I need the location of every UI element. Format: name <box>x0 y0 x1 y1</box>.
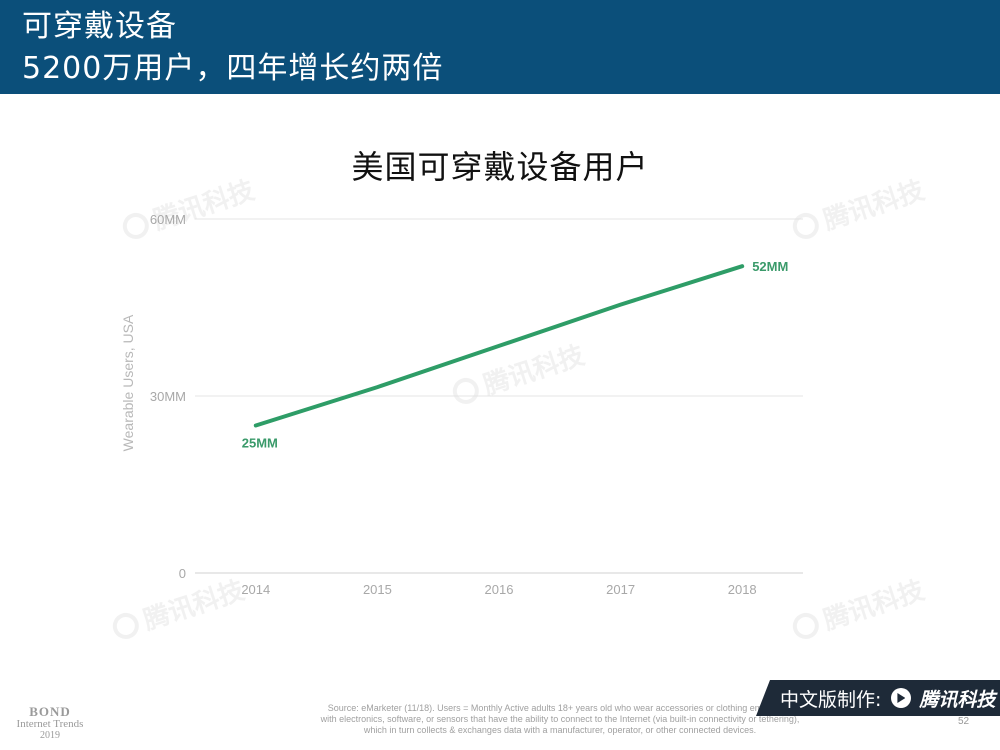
x-tick-label: 2014 <box>241 582 270 597</box>
badge-prefix: 中文版制作: <box>780 688 882 711</box>
badge-brand: 腾讯科技 <box>919 688 996 711</box>
source-note: Source: eMarketer (11/18). Users = Month… <box>320 703 800 735</box>
series-line <box>253 264 745 428</box>
x-tick-label: 2017 <box>606 582 635 597</box>
y-tick-label: 60MM <box>150 212 186 227</box>
data-labels: 25MM 52MM <box>242 259 789 450</box>
x-tick-label: 2015 <box>363 582 392 597</box>
x-axis-ticks: 2014 2015 2016 2017 2018 <box>241 582 756 597</box>
chart-title: 美国可穿戴设备用户 <box>351 148 649 186</box>
x-tick-label: 2018 <box>728 582 757 597</box>
data-label: 52MM <box>752 259 788 274</box>
page-number: 52 <box>958 716 970 727</box>
gridlines <box>195 218 803 574</box>
data-label: 25MM <box>242 436 278 451</box>
slide-title: 可穿戴设备 <box>22 9 177 44</box>
slide-header: 可穿戴设备 5200万用户，四年增长约两倍 <box>0 0 1000 94</box>
x-tick-label: 2016 <box>485 582 514 597</box>
bond-logo: BOND Internet Trends 2019 <box>16 704 84 741</box>
y-axis-ticks: 0 30MM 60MM <box>150 212 186 581</box>
y-axis-title: Wearable Users, USA <box>120 314 136 451</box>
credit-badge: 中文版制作: 腾讯科技 <box>756 680 1000 716</box>
slide-subtitle: 5200万用户，四年增长约两倍 <box>22 51 444 86</box>
y-tick-label: 30MM <box>150 389 186 404</box>
y-tick-label: 0 <box>179 566 186 581</box>
tencent-logo-icon <box>891 688 912 708</box>
